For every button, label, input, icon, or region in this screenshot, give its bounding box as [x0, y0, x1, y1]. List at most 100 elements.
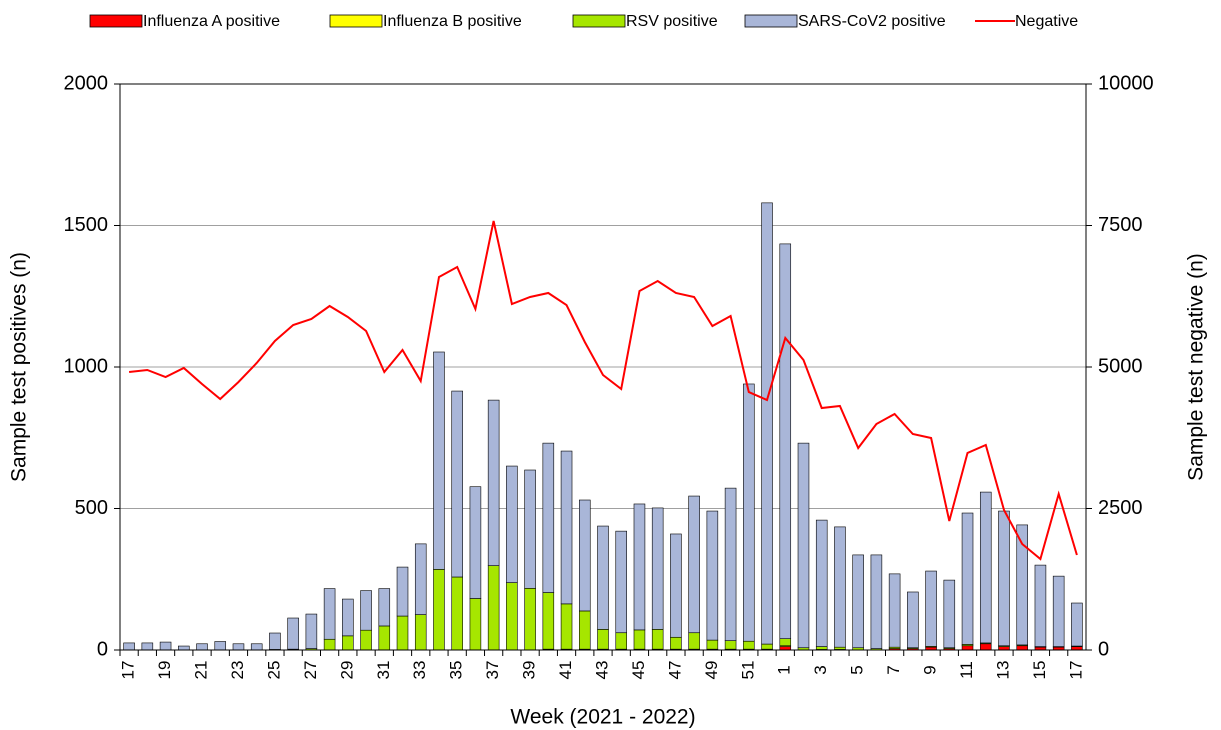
- bar-segment: [706, 639, 719, 650]
- x-tick-label: 47: [665, 661, 684, 680]
- bar-segment: [834, 646, 846, 650]
- x-tick-label: 27: [301, 661, 320, 680]
- bar-segment: [524, 588, 536, 651]
- bar-segment: [396, 566, 409, 617]
- legend-swatch: [744, 14, 798, 28]
- bar-segment: [378, 625, 391, 651]
- bar-segment: [979, 643, 992, 651]
- bar-segment: [743, 383, 755, 642]
- bar-segment: [743, 640, 755, 650]
- bar-segment: [305, 613, 318, 649]
- x-tick-label: 49: [702, 661, 721, 680]
- y-tick-label: 500: [75, 497, 108, 519]
- x-tick-label: 19: [155, 661, 174, 680]
- bar-segment: [943, 579, 956, 649]
- bar-segment: [123, 642, 135, 651]
- bar-segment: [214, 641, 227, 651]
- x-tick-label: 51: [738, 661, 757, 680]
- y2-tick-label: 2500: [1098, 497, 1143, 519]
- legend-swatch: [572, 14, 626, 28]
- bar-segment: [487, 565, 500, 651]
- line-series: [128, 220, 1078, 561]
- bar-segment: [779, 243, 792, 639]
- bar-segment: [287, 617, 299, 650]
- bar-segment: [159, 641, 172, 651]
- bar-segment: [196, 643, 208, 651]
- bar-segment: [688, 632, 700, 650]
- bar-segment: [250, 643, 263, 651]
- y-tick-label: 0: [97, 638, 108, 660]
- x-tick-label: 9: [921, 665, 940, 674]
- bar-segment: [633, 503, 646, 631]
- x-tick-label: 33: [410, 661, 429, 680]
- x-tick-label: 21: [192, 661, 211, 680]
- bar-segment: [506, 582, 518, 651]
- y-tick-label: 1500: [64, 214, 109, 236]
- bar-segment: [615, 530, 627, 634]
- bar-segment: [815, 519, 828, 647]
- bar-segment: [378, 588, 391, 627]
- x-tick-label: 41: [556, 661, 575, 680]
- bar-segment: [579, 610, 591, 650]
- bar-segment: [524, 469, 536, 589]
- bar-segment: [870, 554, 883, 649]
- bar-segment: [560, 603, 573, 650]
- bar-segment: [269, 632, 281, 650]
- bar-segment: [597, 525, 609, 630]
- bar-segment: [542, 592, 555, 650]
- x-tick-label: 45: [629, 661, 648, 680]
- bar-segment: [579, 499, 591, 612]
- bar-segment: [815, 646, 828, 650]
- bar-segment: [141, 642, 154, 651]
- x-tick-label: 25: [264, 661, 283, 680]
- x-tick-label: 23: [228, 661, 247, 680]
- legend-label: SARS-CoV2 positive: [798, 13, 946, 30]
- x-tick-label: 37: [483, 661, 502, 680]
- bar-segment: [651, 507, 664, 630]
- bar-segment: [433, 569, 445, 651]
- bar-segment: [979, 491, 992, 644]
- bar-segment: [323, 588, 336, 640]
- bar-segment: [797, 442, 810, 649]
- legend-label: RSV positive: [626, 13, 718, 30]
- bar-segment: [724, 640, 737, 650]
- legend-label: Negative: [1015, 13, 1078, 30]
- x-tick-label: 15: [1030, 661, 1049, 680]
- bar-segment: [925, 570, 937, 647]
- bar-segment: [1034, 564, 1047, 647]
- bar-segment: [1016, 645, 1028, 651]
- bar-segment: [342, 598, 354, 637]
- bar-segment: [414, 614, 427, 651]
- x-tick-label: 39: [520, 661, 539, 680]
- bar-segment: [469, 598, 482, 651]
- bar-segment: [506, 465, 518, 583]
- bar-segment: [961, 645, 974, 651]
- bar-segment: [998, 646, 1010, 651]
- legend-label: Influenza B positive: [383, 13, 522, 30]
- x-tick-label: 17: [1066, 661, 1085, 680]
- bar-segment: [998, 510, 1010, 647]
- x-tick-label: 35: [447, 661, 466, 680]
- y-axis-title: Sample test positives (n): [8, 252, 31, 482]
- x-tick-label: 5: [848, 665, 867, 674]
- bar-segment: [542, 442, 555, 593]
- bar-segment: [360, 629, 372, 651]
- bar-segment: [779, 646, 792, 651]
- y2-tick-label: 5000: [1098, 355, 1143, 377]
- x-tick-label: 31: [374, 661, 393, 680]
- bar-segment: [688, 495, 700, 634]
- bar-segment: [852, 554, 864, 649]
- legend-label: Influenza A positive: [143, 13, 280, 30]
- bar-segment: [469, 486, 482, 599]
- bar-segment: [907, 591, 919, 649]
- bar-segment: [761, 202, 773, 645]
- bar-segment: [232, 643, 245, 651]
- bar-segment: [414, 543, 427, 615]
- y-tick-label: 1000: [64, 355, 109, 377]
- legend-swatch: [89, 14, 143, 28]
- bar-segment: [888, 573, 901, 648]
- x-tick-label: 1: [775, 665, 794, 674]
- x-tick-label: 17: [119, 661, 138, 680]
- bar-segment: [706, 510, 719, 641]
